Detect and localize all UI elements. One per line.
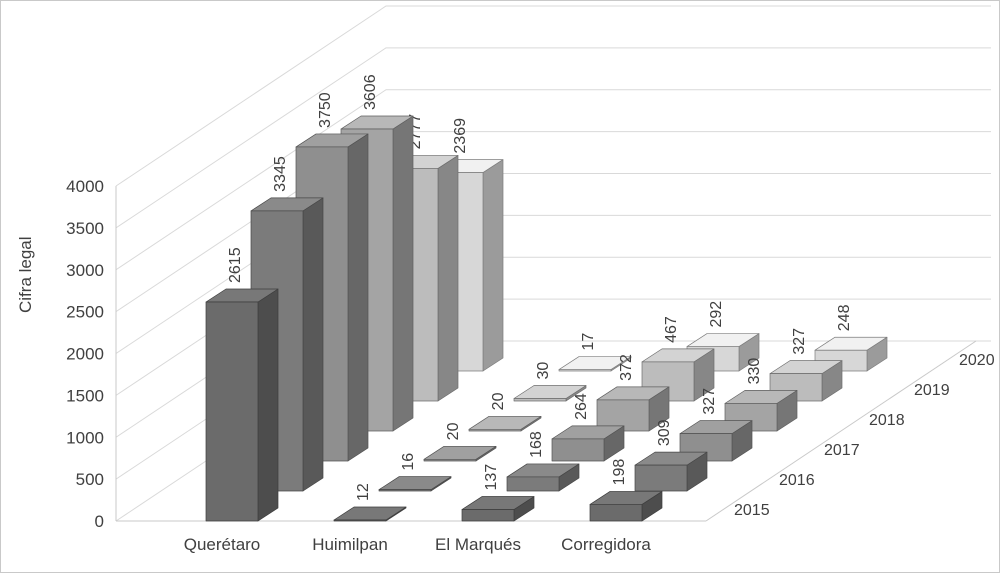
bar-front-face [506,476,560,492]
bar-2018-Huimilpan [468,415,542,432]
value-label: 467 [663,316,680,343]
bar-top-face [468,415,542,430]
bar-2017-El Marqués [551,425,625,462]
depth-label: 2020 [959,352,995,369]
value-label: 327 [701,388,718,415]
y-tick-label: 500 [76,470,104,489]
value-label: 2369 [452,118,469,154]
bar-2017-Huimilpan [423,445,497,462]
depth-label: 2018 [869,412,905,429]
gridline [115,5,991,187]
value-label: 30 [535,362,552,380]
value-label: 12 [355,483,372,501]
value-label: 3345 [272,156,289,192]
y-tick-label: 0 [95,512,104,531]
value-label: 198 [611,459,628,486]
value-label: 137 [483,464,500,491]
depth-label: 2016 [779,472,815,489]
category-label: Corregidora [561,535,651,554]
y-tick-label: 2000 [66,345,104,364]
bar-side-face [392,115,414,432]
bar-top-face [378,476,452,491]
depth-axis-line [705,340,977,522]
bar-2015-Querétaro [205,288,279,522]
bar-front-face [468,428,522,432]
value-label: 372 [618,354,635,381]
value-label: 168 [528,431,545,458]
value-label: 3750 [317,92,334,128]
bar-front-face [551,438,605,462]
gridline [115,47,991,229]
category-labels: Querétaro Huimilpan El Marqués Corregidora [184,535,652,554]
bar-2015-Corregidora [589,491,663,522]
bar-front-face [461,509,515,522]
bar-front-face [589,504,643,522]
bar-side-face [302,197,324,492]
bar-front-face [423,458,477,462]
bar-2016-Huimilpan [378,476,452,492]
y-tick-label: 3000 [66,261,104,280]
value-label: 248 [836,304,853,331]
value-label: 3606 [362,74,379,110]
value-label: 292 [708,301,725,328]
bar-side-face [257,288,279,522]
value-label: 2615 [227,247,244,283]
depth-label: 2019 [914,382,950,399]
y-axis-title: Cifra legal [16,236,35,313]
bar-2016-El Marqués [506,463,580,492]
bar-front-face [634,464,688,492]
bar-side-face [482,159,504,372]
bar-front-face [558,369,612,372]
bar-2016-Corregidora [634,451,708,492]
bar-2015-Huimilpan [333,506,407,522]
value-label: 17 [580,333,597,351]
category-label: Querétaro [184,535,261,554]
value-label: 309 [656,419,673,446]
value-label: 16 [400,453,417,471]
depth-label: 2015 [734,502,770,519]
bar-front-face [513,398,567,402]
y-tick-label: 2500 [66,303,104,322]
depth-axis-labels: 2015 2016 2017 2018 2019 2020 [734,352,995,519]
y-tick-labels: 0 500 1000 1500 2000 2500 3000 3500 4000 [66,177,104,531]
bar-2015-El Marqués [461,496,535,522]
bar-2019-Huimilpan [513,385,587,402]
value-label: 327 [791,328,808,355]
bar-front-face [378,489,432,492]
y-tick-label: 1000 [66,428,104,447]
bar-front-face [205,301,259,522]
category-label: El Marqués [435,535,521,554]
y-tick-label: 4000 [66,177,104,196]
bar-side-face [347,133,369,462]
value-label: 20 [490,392,507,410]
bar-top-face [333,506,407,521]
category-label: Huimilpan [312,535,388,554]
bar-side-face [437,155,459,402]
gridline [115,131,991,313]
depth-label: 2017 [824,442,860,459]
y-tick-label: 3500 [66,219,104,238]
gridline [115,89,991,271]
y-tick-label: 1500 [66,386,104,405]
bar-2020-Huimilpan [558,356,632,372]
value-label: 330 [746,358,763,385]
value-label: 20 [445,422,462,440]
value-label: 264 [573,393,590,420]
bar-front-face [333,519,387,522]
bar-top-face [423,445,497,460]
